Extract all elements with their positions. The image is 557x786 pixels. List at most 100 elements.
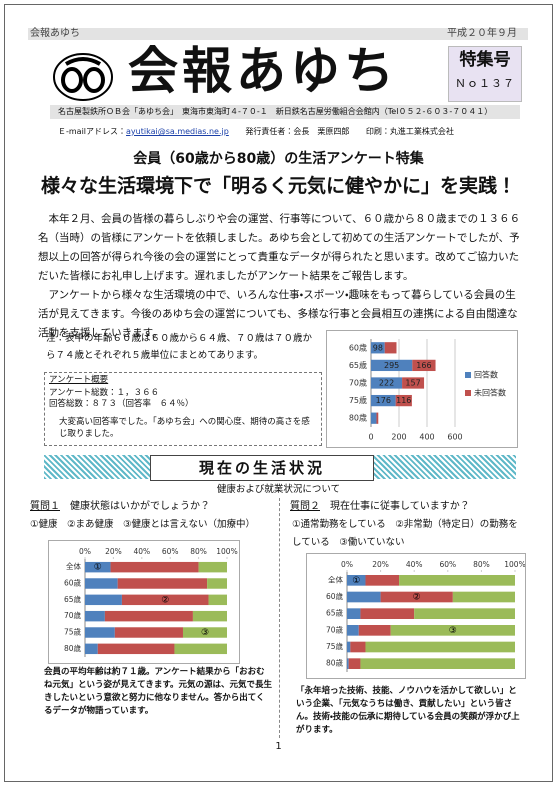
data-label: 166 [416, 361, 431, 370]
chart-health: 0% 20% 40% 60% 80% 100% 全体 ① 60歳 65歳 ② 70歳 75歳 ③ 80歳 [48, 540, 240, 664]
y-tick-label: 60歳 [326, 591, 344, 601]
bar-segment [347, 575, 366, 586]
bar-segment [347, 641, 351, 653]
x-tick-label: 600 [447, 433, 462, 442]
bar-segment [390, 625, 515, 636]
bar-segment [347, 608, 361, 619]
x-tick-label: 80% [190, 547, 207, 556]
question-options: ①健康 ②まあ健康 ③健康とは言えない（加療中） [30, 519, 256, 530]
bar-segment [208, 594, 227, 606]
survey-box: アンケート概要 アンケート総数：１，３６６ 回答総数：８７３（回答率 ６４％） … [44, 372, 322, 446]
bar-segment [371, 377, 403, 389]
header-left: 会報あゆち [30, 28, 80, 39]
y-tick-label: 60歳 [64, 578, 82, 588]
page-frame [4, 4, 553, 782]
bar-segment [85, 561, 111, 573]
y-tick-label: 60歳 [349, 342, 367, 352]
question-text: 健康状態はいかがでしょうか？ [70, 501, 210, 512]
bar-segment [376, 412, 379, 424]
data-label: 222 [379, 379, 394, 388]
annotation: ② [413, 593, 421, 603]
bar-segment [371, 394, 396, 407]
bar-segment [371, 359, 413, 372]
page-number: 1 [275, 741, 282, 752]
bar-segment [198, 561, 227, 573]
bar-segment [452, 591, 515, 603]
y-tick-label: 全体 [328, 574, 343, 584]
badge-box: 特集号 Ｎｏ１３７ [448, 46, 522, 102]
x-tick-label: 100% [504, 560, 525, 569]
annotation: ③ [449, 626, 457, 636]
section-banner: 現在の生活状況 [150, 455, 374, 481]
comment: 会員の平均年齢は約７１歳。アンケート結果から「おおむね元気」という姿が見えてきま… [44, 667, 272, 716]
x-tick-label: 60% [162, 547, 179, 556]
survey-comment: 大変高い回答率でした。「あゆち会」への関心度、期待の高さを感じ取りました。 [59, 417, 310, 439]
y-tick-label: 全体 [66, 561, 81, 571]
x-tick-label: 100% [216, 547, 237, 556]
comment: 「永年培った技術、技能、ノウハウを活かして欲しい」という企業、「元気なうちは働き… [296, 686, 520, 735]
data-label: 295 [384, 361, 399, 370]
bar-segment [114, 627, 183, 638]
y-tick-label: 80歳 [326, 658, 344, 668]
bar-segment [110, 561, 199, 573]
question-label: 質問２ [290, 501, 320, 512]
column-divider [279, 498, 280, 738]
issue-number: Ｎｏ１３７ [455, 77, 515, 90]
section-subtitle: 健康および就業状況について [216, 484, 341, 495]
bar-segment [358, 625, 391, 636]
bar-segment [395, 394, 412, 407]
y-tick-label: 80歳 [64, 643, 82, 653]
bar-segment [85, 578, 118, 589]
survey-answers: 回答総数：８７３（回答率 ６４％） [49, 399, 194, 409]
bar-segment [371, 342, 385, 354]
paragraph: 本年２月、会員の皆様の暮らしぶりや会の運営、行事等について、６０歳から８０歳まで… [38, 213, 521, 282]
survey-total: アンケート総数：１，３６６ [49, 388, 160, 398]
y-tick-label: 75歳 [349, 395, 367, 405]
bar-segment [104, 610, 193, 622]
info-line: 名古屋製鉄所ＯＢ会「あゆち会」 東海市東海町４-７０-１ 新日鉄名古屋労働組合会… [58, 107, 493, 116]
subtitle: 会員（60歳から80歳）の生活アンケート特集 [133, 151, 424, 167]
note: 注：表中の年齢６０歳は６０歳から６４歳、７０歳は７０歳から７４歳とそれぞれ５歳単… [46, 333, 313, 361]
question-2: 質問２ 現在仕事に従事していますか？ [290, 500, 470, 514]
data-label: 157 [405, 379, 420, 388]
y-tick-label: 70歳 [64, 610, 82, 620]
bar-segment [117, 578, 208, 589]
logo [53, 53, 113, 101]
x-tick-label: 0% [79, 547, 91, 556]
bar-segment [347, 591, 381, 603]
bar-segment [174, 643, 227, 655]
badge-label: 特集号 [459, 50, 511, 70]
bar-segment [85, 643, 98, 655]
legend-swatch [465, 390, 471, 396]
x-tick-label: 400 [419, 433, 434, 442]
y-tick-label: 65歳 [326, 608, 344, 618]
annotation: ① [94, 563, 102, 573]
data-label: 98 [373, 343, 383, 352]
contact-line: Ｅ-mailアドレス：ayutikai@sa.medias.ne.jp 発行責任… [58, 126, 454, 138]
printer: 印刷：丸進工業株式会社 [365, 127, 454, 136]
header-date: 平成２０年９月 [447, 28, 517, 39]
y-tick-label: 65歳 [349, 360, 367, 370]
survey-title: アンケート概要 [49, 375, 109, 385]
question-options: ①通常勤務をしている ②非常勤（特定日）の勤務をしている ③働いていない [292, 519, 518, 548]
bar-segment [348, 658, 361, 669]
bar-segment [414, 608, 515, 619]
x-tick-label: 40% [406, 560, 423, 569]
y-tick-label: 65歳 [64, 594, 82, 604]
masthead-title: 会報あゆち [128, 42, 398, 100]
chart-work: 0% 20% 40% 60% 80% 100% 全体 ① 60歳 ② 65歳 70歳 ③ 75歳 80歳 [306, 553, 526, 679]
y-tick-label: 70歳 [349, 378, 367, 388]
bar-segment [380, 591, 453, 603]
bar-segment [97, 643, 175, 655]
x-tick-label: 200 [391, 433, 406, 442]
data-label: 176 [376, 396, 391, 405]
y-tick-label: 70歳 [326, 624, 344, 634]
email[interactable]: ayutikai@sa.medias.ne.jp [126, 127, 229, 136]
legend-label: 回答数 [474, 370, 498, 380]
bar-segment [347, 658, 349, 669]
legend-label: 未回答数 [474, 388, 506, 398]
y-tick-label: 80歳 [349, 413, 367, 423]
x-tick-label: 0% [341, 560, 353, 569]
legend-swatch [465, 372, 471, 378]
